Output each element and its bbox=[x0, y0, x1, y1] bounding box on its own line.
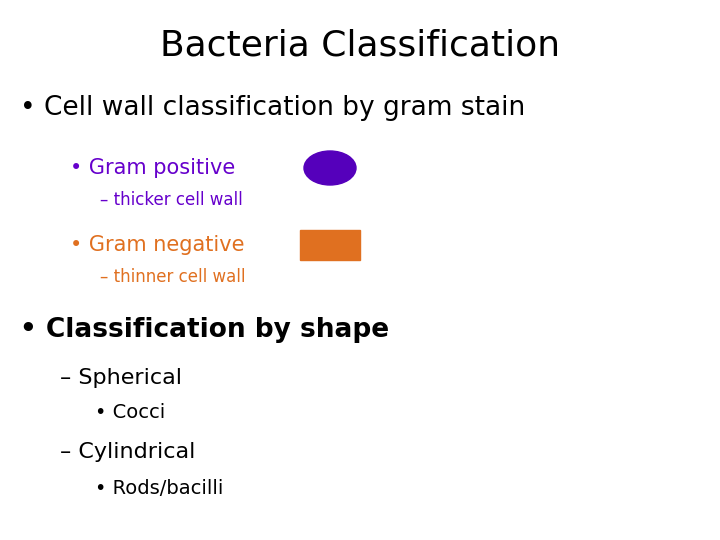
Text: • Classification by shape: • Classification by shape bbox=[20, 317, 389, 343]
Text: • Gram positive: • Gram positive bbox=[70, 158, 235, 178]
Text: – Cylindrical: – Cylindrical bbox=[60, 442, 195, 462]
Text: – thinner cell wall: – thinner cell wall bbox=[100, 268, 246, 286]
Text: – Spherical: – Spherical bbox=[60, 368, 182, 388]
Bar bbox=[300, 230, 360, 260]
Text: • Gram negative: • Gram negative bbox=[70, 235, 245, 255]
Text: • Rods/bacilli: • Rods/bacilli bbox=[95, 478, 223, 497]
Text: – thicker cell wall: – thicker cell wall bbox=[100, 191, 243, 209]
Ellipse shape bbox=[304, 151, 356, 185]
Text: • Cocci: • Cocci bbox=[95, 402, 166, 422]
Text: • Cell wall classification by gram stain: • Cell wall classification by gram stain bbox=[20, 95, 526, 121]
Text: Bacteria Classification: Bacteria Classification bbox=[160, 28, 560, 62]
